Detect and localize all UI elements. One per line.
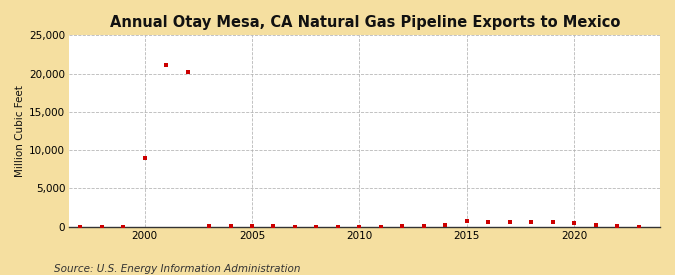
Point: [612, 224, 622, 229]
Point: [268, 224, 279, 229]
Point: [97, 224, 107, 229]
Point: [397, 224, 408, 229]
Point: [117, 224, 128, 229]
Point: [375, 224, 386, 229]
Point: [461, 219, 472, 223]
Point: [547, 220, 558, 224]
Point: [246, 224, 257, 228]
Point: [204, 224, 215, 229]
Point: [440, 223, 451, 227]
Point: [311, 224, 322, 229]
Point: [526, 220, 537, 224]
Point: [290, 224, 300, 229]
Point: [504, 220, 515, 224]
Text: Source: U.S. Energy Information Administration: Source: U.S. Energy Information Administ…: [54, 264, 300, 274]
Point: [225, 224, 236, 228]
Point: [333, 224, 344, 229]
Point: [483, 220, 493, 224]
Y-axis label: Million Cubic Feet: Million Cubic Feet: [15, 85, 25, 177]
Point: [354, 224, 364, 229]
Point: [75, 224, 86, 229]
Point: [569, 221, 580, 225]
Point: [590, 223, 601, 227]
Point: [161, 63, 171, 67]
Title: Annual Otay Mesa, CA Natural Gas Pipeline Exports to Mexico: Annual Otay Mesa, CA Natural Gas Pipelin…: [109, 15, 620, 30]
Point: [182, 70, 193, 74]
Point: [633, 224, 644, 229]
Point: [139, 156, 150, 160]
Point: [418, 224, 429, 228]
